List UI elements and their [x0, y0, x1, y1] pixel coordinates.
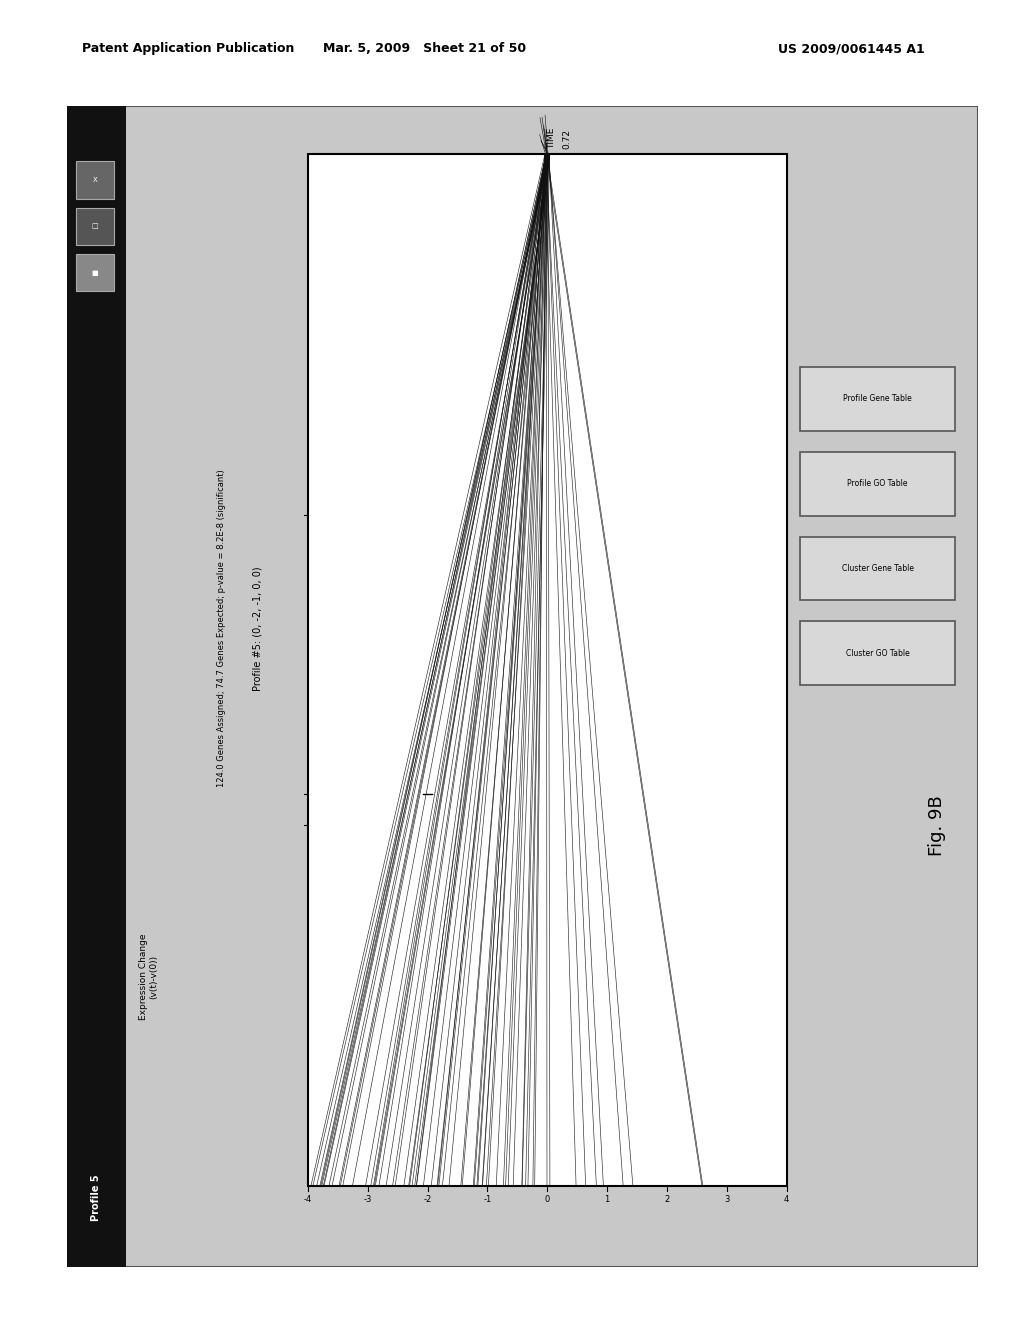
Bar [800, 367, 955, 430]
Text: Profile Gene Table: Profile Gene Table [844, 395, 912, 404]
Text: US 2009/0061445 A1: US 2009/0061445 A1 [778, 42, 925, 55]
Text: -1: -1 [483, 1195, 492, 1204]
Text: 124.0 Genes Assigned; 74.7 Genes Expected; p-value = 8.2E-8 (significant): 124.0 Genes Assigned; 74.7 Genes Expecte… [217, 470, 226, 787]
Bar [76, 255, 114, 292]
Text: 4: 4 [784, 1195, 790, 1204]
Bar [308, 154, 786, 1185]
Text: 1: 1 [604, 1195, 609, 1204]
Text: Fig. 9B: Fig. 9B [928, 796, 946, 857]
Text: 0: 0 [545, 1195, 550, 1204]
Bar [800, 451, 955, 516]
Text: -3: -3 [364, 1195, 372, 1204]
Text: TIME: TIME [548, 127, 556, 149]
Text: Patent Application Publication: Patent Application Publication [82, 42, 294, 55]
Text: 2: 2 [665, 1195, 670, 1204]
Bar [800, 536, 955, 601]
Text: □: □ [91, 223, 98, 230]
Text: ■: ■ [91, 269, 98, 276]
Bar [76, 207, 114, 246]
Text: -2: -2 [424, 1195, 432, 1204]
Text: Cluster GO Table: Cluster GO Table [846, 649, 909, 657]
Text: 0.72: 0.72 [563, 128, 571, 149]
Text: X: X [92, 177, 97, 183]
Text: Profile 5: Profile 5 [91, 1173, 101, 1221]
Text: Profile GO Table: Profile GO Table [848, 479, 908, 488]
Bar [800, 622, 955, 685]
Text: Profile #5: (0, -2, -1, 0, 0): Profile #5: (0, -2, -1, 0, 0) [253, 566, 263, 690]
Text: Expression Change
(v(t)-v(0)): Expression Change (v(t)-v(0)) [139, 933, 159, 1020]
Text: Mar. 5, 2009   Sheet 21 of 50: Mar. 5, 2009 Sheet 21 of 50 [324, 42, 526, 55]
Text: Cluster Gene Table: Cluster Gene Table [842, 564, 913, 573]
Text: 3: 3 [724, 1195, 729, 1204]
Bar [76, 161, 114, 198]
Bar [67, 106, 126, 1267]
Text: -4: -4 [304, 1195, 312, 1204]
